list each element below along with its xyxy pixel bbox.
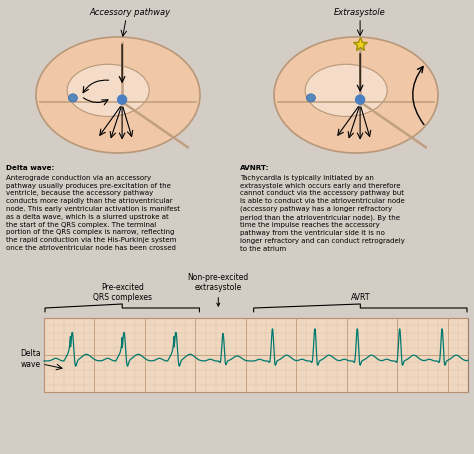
Text: Delta
wave: Delta wave [20,349,41,369]
Text: Tachycardia is typically initiated by an
extrasystole which occurs early and the: Tachycardia is typically initiated by an… [240,175,405,252]
Text: Non-pre-excited
extrasystole: Non-pre-excited extrasystole [188,272,249,306]
Circle shape [118,95,127,104]
Text: AVNRT:: AVNRT: [240,165,270,171]
Text: Anterograde conduction via an accessory
pathway usually produces pre-excitation : Anterograde conduction via an accessory … [6,175,180,251]
Ellipse shape [36,37,200,153]
Text: AVRT: AVRT [351,293,370,302]
Ellipse shape [274,37,438,153]
Ellipse shape [67,64,149,117]
Text: Delta wave:: Delta wave: [6,165,55,171]
Text: Pre-excited
QRS complexes: Pre-excited QRS complexes [93,282,152,302]
Text: Extrasystole: Extrasystole [334,8,386,17]
Ellipse shape [306,94,315,102]
Bar [44,318,468,392]
Text: Accessory pathway: Accessory pathway [90,8,171,17]
Circle shape [356,95,365,104]
Ellipse shape [305,64,387,117]
Ellipse shape [68,94,77,102]
